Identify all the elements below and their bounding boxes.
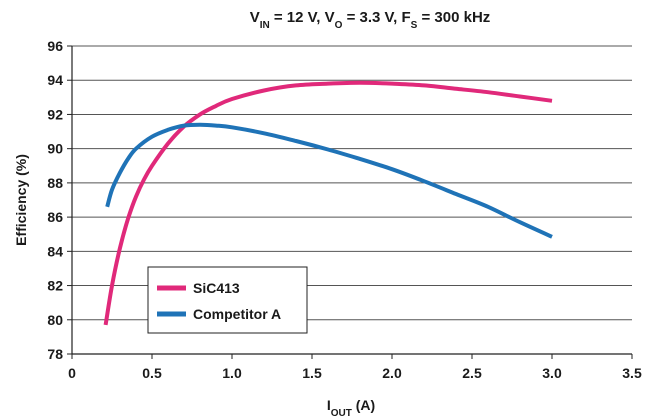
- y-axis-label: Efficiency (%): [13, 154, 29, 246]
- x-tick-label: 2.0: [382, 365, 402, 381]
- y-tick-label: 84: [47, 243, 63, 259]
- x-tick-label: 3.5: [622, 365, 642, 381]
- x-tick-label: 1.0: [222, 365, 242, 381]
- chart-title: VIN = 12 V, VO = 3.3 V, FS = 300 kHz: [250, 9, 491, 31]
- axes: [67, 45, 633, 359]
- legend-label-sic413: SiC413: [193, 280, 240, 296]
- y-tick-label: 78: [47, 346, 63, 362]
- series-lines: [103, 80, 553, 326]
- x-axis-label: IOUT (A): [327, 397, 375, 418]
- x-tick-label: 1.5: [302, 365, 322, 381]
- y-tick-label: 96: [47, 38, 63, 54]
- y-tick-label: 80: [47, 312, 63, 328]
- legend-box: [147, 266, 308, 334]
- x-tick-label: 0: [68, 365, 76, 381]
- y-tick-label: 86: [47, 209, 63, 225]
- y-tick-label: 90: [47, 141, 63, 157]
- series-line-sic413: [103, 80, 553, 326]
- x-tick-labels: 0 0.5 1.0 1.5 2.0 2.5 3.0 3.5: [68, 365, 642, 381]
- y-tick-label: 94: [47, 72, 63, 88]
- legend: SiC413 Competitor A: [147, 266, 308, 334]
- x-tick-label: 3.0: [542, 365, 562, 381]
- series-line-competitor-a: [105, 122, 553, 239]
- x-tick-label: 0.5: [142, 365, 162, 381]
- y-tick-labels: 78 80 82 84 86 88 90 92 94 96: [47, 38, 63, 362]
- y-tick-label: 92: [47, 106, 63, 122]
- x-tick-label: 2.5: [462, 365, 482, 381]
- y-tick-label: 88: [47, 175, 63, 191]
- legend-label-competitor-a: Competitor A: [193, 306, 281, 322]
- y-tick-label: 82: [47, 278, 63, 294]
